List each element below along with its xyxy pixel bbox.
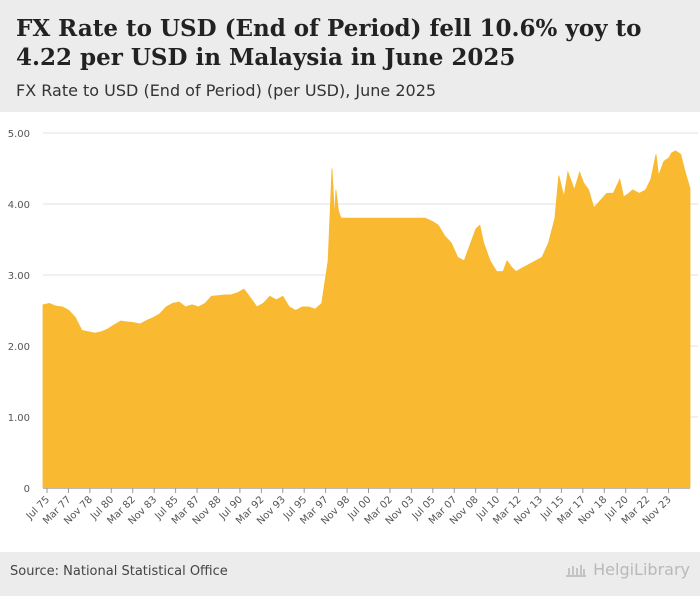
brand-logo: HelgiLibrary [565, 560, 690, 579]
area-series [42, 150, 691, 489]
y-tick-label: 3.00 [8, 271, 30, 282]
chart-header: FX Rate to USD (End of Period) fell 10.6… [0, 0, 700, 112]
chart-title: FX Rate to USD (End of Period) fell 10.6… [16, 15, 642, 71]
y-tick-label: 1.00 [8, 413, 30, 424]
y-tick-label: 4.00 [8, 200, 30, 211]
library-building-icon [566, 564, 587, 577]
chart-subtitle: FX Rate to USD (End of Period) (per USD)… [16, 81, 437, 100]
y-tick-label: 0 [24, 484, 30, 495]
source-note: Source: National Statistical Office [10, 564, 228, 579]
brand-name: HelgiLibrary [593, 560, 690, 579]
y-tick-label: 5.00 [8, 129, 30, 140]
y-tick-label: 2.00 [8, 342, 30, 353]
